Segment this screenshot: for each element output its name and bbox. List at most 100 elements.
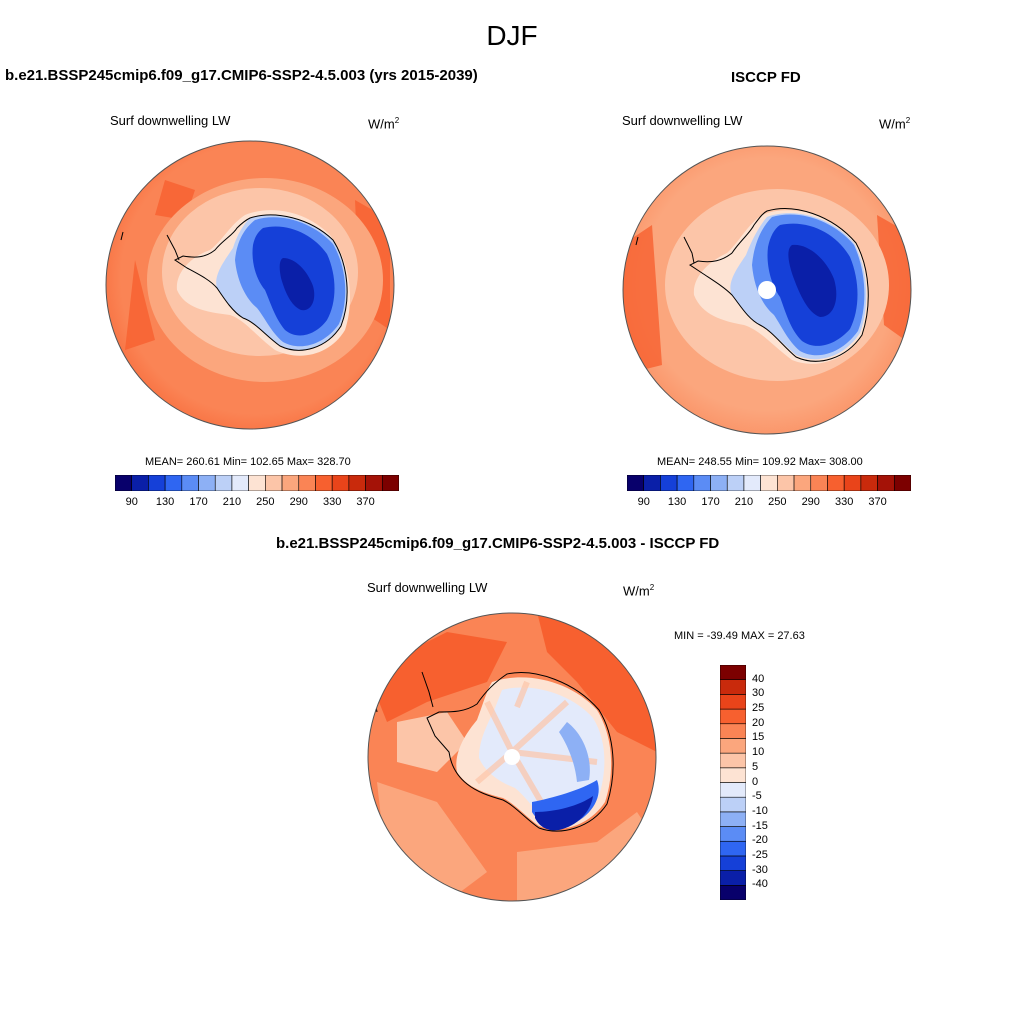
- colorbar-box: [720, 665, 746, 680]
- panel1-variable: Surf downwelling LW: [110, 113, 231, 128]
- colorbar-box: [248, 475, 266, 491]
- colorbar-box: [148, 475, 166, 491]
- colorbar-tick-label: 25: [752, 702, 765, 715]
- panel3-colorbar: [720, 665, 746, 900]
- colorbar-box: [720, 840, 746, 857]
- colorbar-tick-label: 130: [155, 496, 175, 508]
- colorbar-box: [131, 475, 149, 491]
- colorbar-tick-label: 170: [189, 496, 208, 508]
- colorbar-tick-label: -30: [752, 863, 768, 876]
- colorbar-tick-label: -25: [752, 848, 768, 861]
- colorbar-box: [720, 723, 746, 739]
- colorbar-box: [720, 679, 746, 695]
- colorbar-box: [720, 870, 746, 886]
- panel1-band-100: [279, 258, 315, 311]
- panel1-polar-map: [105, 140, 395, 430]
- colorbar-tick-label: -10: [752, 804, 768, 817]
- colorbar-box: [827, 475, 845, 491]
- colorbar-box: [743, 475, 761, 491]
- colorbar-box: [720, 738, 746, 754]
- panel3-polar-map: [367, 612, 657, 902]
- colorbar-box: [265, 475, 283, 491]
- colorbar-box: [893, 475, 911, 491]
- colorbar-box: [810, 475, 828, 491]
- panel3-title: b.e21.BSSP245cmip6.f09_g17.CMIP6-SSP2-4.…: [276, 535, 720, 552]
- colorbar-tick-label: 330: [834, 496, 854, 508]
- colorbar-tick-label: 90: [637, 496, 650, 508]
- colorbar-tick-label: 15: [752, 731, 765, 744]
- colorbar-tick-label: 170: [701, 496, 720, 508]
- colorbar-box: [348, 475, 366, 491]
- panel2-colorbar: [627, 475, 911, 491]
- panel2-coastline: [689, 208, 869, 362]
- colorbar-tick-label: -5: [752, 790, 762, 803]
- colorbar-box: [643, 475, 661, 491]
- colorbar-tick-label: 290: [289, 496, 308, 508]
- panel1-stats: MEAN= 260.61 Min= 102.65 Max= 328.70: [145, 456, 351, 468]
- panel3-band-neg30: [535, 796, 593, 831]
- colorbar-box: [720, 782, 746, 798]
- colorbar-box: [726, 475, 745, 491]
- colorbar-box: [198, 475, 216, 491]
- colorbar-tick-label: -15: [752, 819, 768, 832]
- panel1-units: W/m2: [368, 116, 400, 132]
- colorbar-box: [315, 475, 333, 491]
- colorbar-tick-label: 0: [752, 775, 759, 788]
- colorbar-box: [710, 475, 728, 491]
- colorbar-tick-label: 20: [752, 716, 765, 729]
- colorbar-box: [843, 475, 862, 491]
- colorbar-box: [760, 475, 778, 491]
- panel2-polar-map: [622, 145, 912, 435]
- colorbar-tick-label: 10: [752, 746, 765, 759]
- panel3-stats: MIN = -39.49 MAX = 27.63: [674, 630, 805, 642]
- colorbar-box: [720, 811, 746, 827]
- colorbar-tick-label: 290: [801, 496, 820, 508]
- colorbar-box: [381, 475, 399, 491]
- panel3-streaks: [475, 680, 598, 814]
- colorbar-box: [720, 885, 746, 900]
- colorbar-box: [676, 475, 695, 491]
- panel3-pole-hole: [504, 749, 520, 765]
- panel2-band-100: [788, 244, 837, 317]
- colorbar-box: [877, 475, 895, 491]
- panel2-stats: MEAN= 248.55 Min= 109.92 Max= 308.00: [657, 456, 863, 468]
- panel2-pole-hole: [758, 281, 776, 299]
- colorbar-box: [720, 752, 746, 769]
- colorbar-box: [693, 475, 711, 491]
- colorbar-box: [720, 855, 746, 871]
- colorbar-box: [298, 475, 316, 491]
- colorbar-tick-label: 250: [768, 496, 787, 508]
- colorbar-tick-label: -40: [752, 878, 768, 891]
- colorbar-box: [720, 796, 746, 813]
- colorbar-box: [660, 475, 678, 491]
- colorbar-tick-label: 30: [752, 687, 765, 700]
- colorbar-box: [181, 475, 199, 491]
- colorbar-box: [231, 475, 249, 491]
- colorbar-box: [720, 826, 746, 842]
- panel1-colorbar: [115, 475, 399, 491]
- panel1-warm-patches: [125, 180, 390, 350]
- colorbar-box: [365, 475, 383, 491]
- colorbar-tick-label: 250: [256, 496, 275, 508]
- colorbar-box: [793, 475, 812, 491]
- panel2-title: ISCCP FD: [731, 69, 801, 86]
- colorbar-box: [627, 475, 645, 491]
- colorbar-tick-label: 330: [322, 496, 342, 508]
- colorbar-box: [331, 475, 350, 491]
- colorbar-box: [115, 475, 133, 491]
- colorbar-box: [281, 475, 300, 491]
- panel1-title: b.e21.BSSP245cmip6.f09_g17.CMIP6-SSP2-4.…: [5, 67, 478, 84]
- colorbar-box: [777, 475, 795, 491]
- panel2-units: W/m2: [879, 116, 911, 132]
- figure-title: DJF: [486, 20, 538, 51]
- colorbar-tick-label: 90: [125, 496, 138, 508]
- colorbar-box: [720, 767, 746, 783]
- panel3-band-neg10: [559, 722, 590, 782]
- colorbar-box: [720, 708, 746, 725]
- colorbar-tick-label: -20: [752, 834, 768, 847]
- colorbar-tick-label: 40: [752, 672, 765, 685]
- colorbar-box: [214, 475, 233, 491]
- panel3-coastline: [426, 672, 614, 832]
- colorbar-tick-label: 210: [222, 496, 242, 508]
- panel3-variable: Surf downwelling LW: [367, 580, 488, 595]
